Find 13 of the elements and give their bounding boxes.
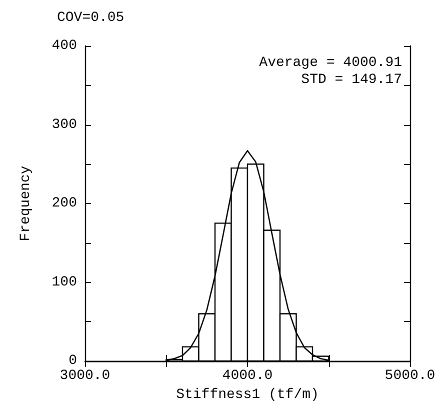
x-tick-label: 3000.0 bbox=[60, 368, 110, 384]
y-tick-label: 100 bbox=[52, 274, 77, 290]
y-tick-label: 400 bbox=[52, 38, 77, 54]
y-tick-label: 0 bbox=[68, 353, 77, 369]
y-tick-label: 300 bbox=[52, 116, 77, 133]
y-tick-label: 200 bbox=[52, 196, 77, 212]
annotation: Average = 4000.91 bbox=[259, 55, 402, 71]
x-axis-title: Stiffness1 (tf/m) bbox=[176, 387, 319, 403]
chart-title: COV=0.05 bbox=[57, 10, 124, 26]
y-axis-title: Frequency bbox=[18, 166, 34, 242]
x-tick-label: 4000.0 bbox=[222, 368, 273, 384]
x-tick-label: 5000.0 bbox=[384, 368, 436, 384]
annotation: STD = 149.17 bbox=[301, 72, 402, 88]
